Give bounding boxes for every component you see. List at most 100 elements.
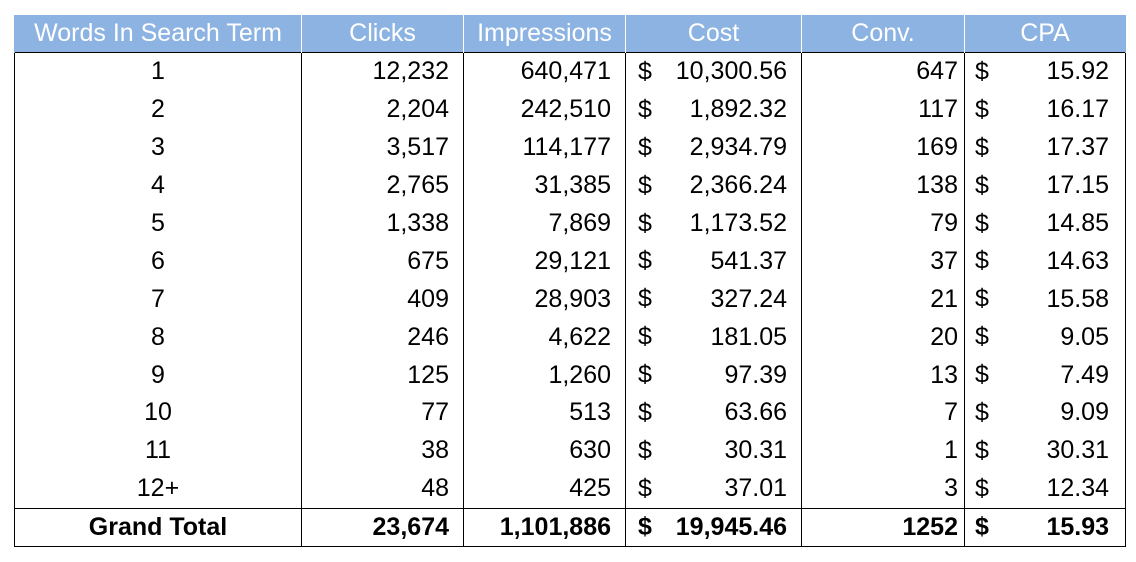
currency-symbol: $ [638, 436, 652, 465]
search-term-table: Words In Search Term Clicks Impressions … [14, 15, 1126, 547]
cell-cpa: $14.85 [964, 204, 1126, 243]
cell-cpa-value: 14.85 [1046, 209, 1109, 237]
currency-symbol: $ [975, 398, 989, 427]
cell-conv: 117 [801, 90, 965, 129]
cell-cpa: $15.92 [964, 51, 1126, 91]
cell-conv: 647 [801, 51, 965, 91]
cell-clicks: 2,765 [301, 166, 464, 205]
cell-cost-value: 2,366.24 [689, 171, 787, 200]
cell-impressions: 31,385 [463, 166, 626, 205]
cell-impressions: 630 [463, 431, 626, 470]
cell-words: 9 [14, 356, 302, 395]
search-term-table-container: Words In Search Term Clicks Impressions … [14, 15, 1126, 547]
cell-words: 4 [14, 166, 302, 205]
cell-cost-value: 541.37 [710, 246, 787, 275]
cell-words: 10 [14, 394, 302, 432]
cell-cost-value: 1,173.52 [689, 209, 787, 237]
cell-cost-value: 1,892.32 [689, 95, 787, 124]
cell-conv: 3 [801, 469, 965, 509]
cell-words: 5 [14, 204, 302, 243]
cell-impressions: 242,510 [463, 90, 626, 129]
grand-total-clicks: 23,674 [301, 507, 464, 547]
cell-cost: $181.05 [625, 318, 802, 357]
cell-cpa-value: 9.09 [1060, 398, 1109, 427]
cell-words: 8 [14, 318, 302, 357]
cell-conv: 1 [801, 431, 965, 470]
cell-words: 6 [14, 242, 302, 281]
cell-cpa: $30.31 [964, 431, 1126, 470]
cell-cost: $1,892.32 [625, 90, 802, 129]
currency-symbol: $ [638, 246, 652, 275]
grand-total-cpa: $15.93 [964, 507, 1126, 547]
table-row: 12+ 48 425 $37.01 3 $12.34 [14, 469, 1126, 509]
cell-cost: $37.01 [625, 469, 802, 509]
currency-symbol: $ [975, 133, 989, 162]
cell-cpa: $16.17 [964, 90, 1126, 129]
cell-cpa-value: 30.31 [1046, 436, 1109, 465]
cell-cpa: $14.63 [964, 242, 1126, 281]
grand-total-cost-value: 19,945.46 [675, 512, 787, 541]
header-words-in-search-term: Words In Search Term [14, 15, 302, 53]
cell-clicks: 3,517 [301, 128, 464, 167]
cell-cpa: $17.37 [964, 128, 1126, 167]
header-impressions: Impressions [463, 15, 626, 53]
table-row: 8 246 4,622 $181.05 20 $9.05 [14, 318, 1126, 357]
cell-cost-value: 327.24 [710, 284, 787, 313]
cell-cpa: $15.58 [964, 280, 1126, 319]
cell-cost: $10,300.56 [625, 51, 802, 91]
cell-impressions: 513 [463, 394, 626, 432]
cell-cost-value: 30.31 [724, 436, 787, 465]
currency-symbol: $ [975, 474, 989, 503]
cell-cpa-value: 7.49 [1060, 360, 1109, 389]
currency-symbol: $ [638, 171, 652, 200]
cell-clicks: 675 [301, 242, 464, 281]
cell-cost-value: 37.01 [724, 474, 787, 503]
currency-symbol: $ [975, 284, 989, 313]
table-row: 7 409 28,903 $327.24 21 $15.58 [14, 280, 1126, 319]
table-row: 10 77 513 $63.66 7 $9.09 [14, 394, 1126, 432]
grand-total-conv: 1252 [801, 507, 965, 547]
cell-clicks: 48 [301, 469, 464, 509]
cell-cost-value: 97.39 [724, 360, 787, 389]
cell-cost: $97.39 [625, 356, 802, 395]
currency-symbol: $ [975, 322, 989, 351]
currency-symbol: $ [975, 246, 989, 275]
cell-words: 1 [14, 51, 302, 91]
grand-total-row: Grand Total 23,674 1,101,886 $19,945.46 … [14, 507, 1126, 547]
grand-total-label: Grand Total [14, 507, 302, 547]
cell-clicks: 12,232 [301, 51, 464, 91]
currency-symbol: $ [638, 474, 652, 503]
cell-cpa-value: 17.37 [1046, 133, 1109, 162]
header-cpa: CPA [964, 15, 1126, 53]
grand-total-impressions: 1,101,886 [463, 507, 626, 547]
cell-cost: $2,366.24 [625, 166, 802, 205]
cell-cpa-value: 17.15 [1046, 171, 1109, 200]
cell-impressions: 425 [463, 469, 626, 509]
cell-impressions: 4,622 [463, 318, 626, 357]
cell-impressions: 7,869 [463, 204, 626, 243]
header-row: Words In Search Term Clicks Impressions … [14, 15, 1126, 53]
cell-conv: 13 [801, 356, 965, 395]
cell-cpa-value: 16.17 [1046, 95, 1109, 124]
header-cost: Cost [625, 15, 802, 53]
cell-clicks: 77 [301, 394, 464, 432]
header-clicks: Clicks [301, 15, 464, 53]
currency-symbol: $ [638, 512, 652, 541]
cell-words: 11 [14, 431, 302, 470]
currency-symbol: $ [638, 284, 652, 313]
header-conv: Conv. [801, 15, 965, 53]
cell-conv: 20 [801, 318, 965, 357]
cell-words: 12+ [14, 469, 302, 509]
table-row: 5 1,338 7,869 $1,173.52 79 $14.85 [14, 204, 1126, 243]
cell-cost-value: 10,300.56 [675, 57, 787, 86]
cell-impressions: 1,260 [463, 356, 626, 395]
table-row: 4 2,765 31,385 $2,366.24 138 $17.15 [14, 166, 1126, 205]
currency-symbol: $ [975, 360, 989, 389]
cell-cpa-value: 12.34 [1046, 474, 1109, 503]
currency-symbol: $ [975, 512, 989, 541]
table-row: 11 38 630 $30.31 1 $30.31 [14, 431, 1126, 470]
cell-conv: 7 [801, 394, 965, 432]
table-header: Words In Search Term Clicks Impressions … [14, 15, 1126, 53]
cell-cost: $63.66 [625, 394, 802, 432]
grand-total-cost: $19,945.46 [625, 507, 802, 547]
